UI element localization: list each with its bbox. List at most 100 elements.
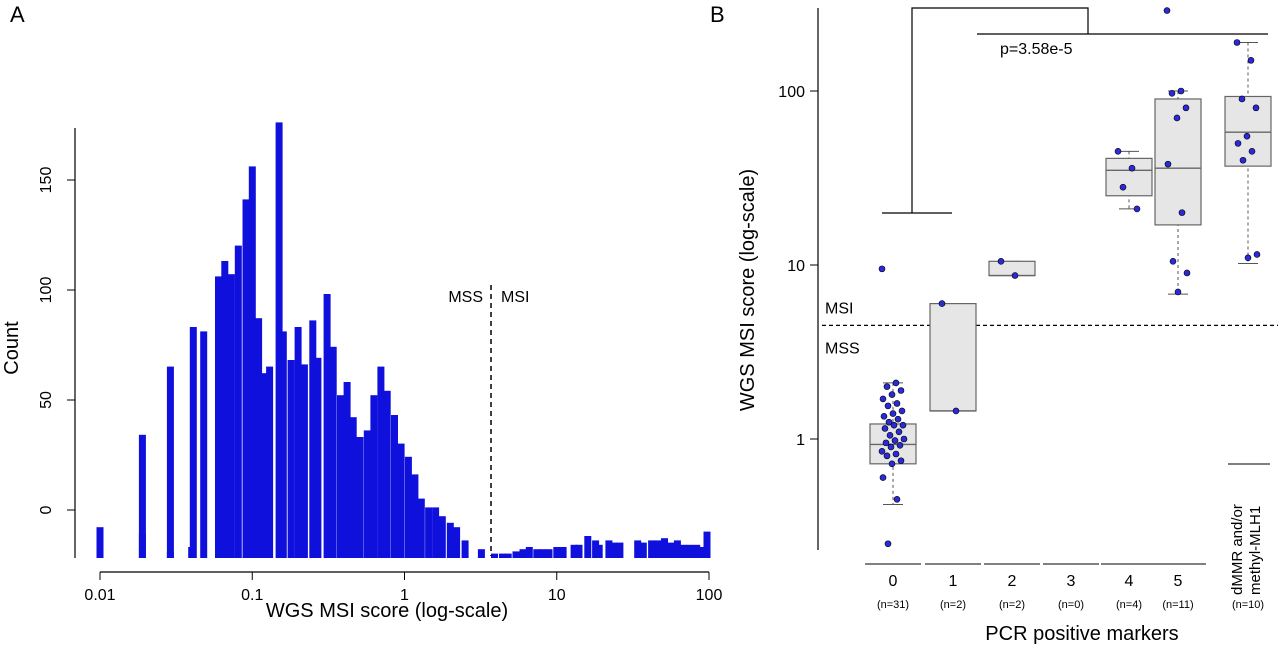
- histogram-bar: [343, 382, 351, 558]
- group-n-label: (n=4): [1116, 599, 1142, 611]
- data-point: [938, 300, 946, 307]
- box: [988, 260, 1036, 277]
- histogram-bar: [616, 542, 624, 558]
- histogram-bar: [391, 415, 398, 558]
- data-point: [1233, 39, 1241, 46]
- data-point: [1169, 258, 1177, 265]
- histogram-bar: [275, 122, 283, 559]
- data-point: [878, 447, 886, 455]
- mss-label-a: MSS: [448, 289, 483, 306]
- histogram-bar: [519, 549, 527, 558]
- histogram-bar: [404, 456, 412, 558]
- histogram-bar: [703, 531, 711, 558]
- histogram-bar: [309, 320, 317, 558]
- histogram-bar: [432, 507, 440, 558]
- data-point: [893, 400, 901, 407]
- data-point: [952, 407, 960, 415]
- histogram-bar: [438, 516, 446, 558]
- histogram-bar: [648, 540, 656, 558]
- data-point: [1178, 209, 1186, 216]
- group-n-label: (n=31): [877, 599, 909, 611]
- data-point: [880, 413, 888, 420]
- histogram-bar: [260, 373, 268, 558]
- histogram-bar: [234, 245, 242, 558]
- data-point: [1119, 183, 1127, 191]
- histogram-bar: [499, 553, 506, 558]
- group-n-label: (n=0): [1058, 599, 1084, 611]
- data-point: [1177, 87, 1185, 95]
- boxplot-y-tick-label: 1: [796, 432, 805, 449]
- data-point: [890, 421, 898, 429]
- boxplot-panel: 1 10 100 MSI MSS 0 (n=31) 1 (n=2) 2 (n=2) 3 (n=0)…: [737, 7, 1278, 645]
- group-n-label: (n=10): [1232, 599, 1264, 611]
- data-point: [1182, 104, 1190, 112]
- boxplot-y-tick-label: 10: [787, 258, 805, 275]
- panel-b-label: B: [710, 2, 725, 27]
- histogram-bar: [215, 276, 222, 558]
- histogram-y-tick-label: 0: [38, 505, 55, 514]
- data-point: [898, 407, 906, 415]
- histogram-bar: [370, 395, 378, 558]
- histogram-bar: [559, 547, 567, 558]
- histogram-bar: [221, 261, 229, 558]
- histogram-bar: [329, 346, 337, 558]
- data-point: [1248, 148, 1256, 155]
- data-point: [879, 474, 887, 481]
- data-point: [1247, 57, 1255, 64]
- data-point: [900, 435, 908, 443]
- histogram-bar: [667, 542, 675, 558]
- group-label: 3: [1067, 573, 1076, 590]
- mss-label-b: MSS: [825, 340, 860, 357]
- histogram-bar: [512, 551, 520, 558]
- data-point: [897, 457, 905, 465]
- msi-label-a: MSI: [501, 289, 529, 306]
- histogram-x-tick-label: 0.1: [241, 587, 263, 604]
- histogram-bar: [337, 395, 344, 558]
- data-point: [885, 418, 893, 426]
- group-label: 1: [949, 573, 958, 590]
- histogram-bar: [300, 364, 308, 558]
- histogram-bar: [592, 540, 600, 558]
- panel-a-label: A: [10, 2, 25, 27]
- boxplot-group: 2 (n=2): [984, 258, 1040, 611]
- histogram-y-tick-label: 100: [38, 277, 55, 304]
- box: [1105, 157, 1153, 197]
- histogram-bar: [383, 390, 391, 558]
- histogram-bar: [553, 547, 561, 558]
- histogram-bar: [673, 540, 681, 558]
- histogram-bar: [266, 366, 274, 558]
- data-point: [889, 410, 897, 417]
- data-point: [881, 425, 889, 432]
- group-label: methyl-MLH1: [1247, 506, 1264, 595]
- histogram-x-title: WGS MSI score (log-scale): [266, 600, 508, 622]
- histogram-bar: [377, 366, 385, 558]
- histogram-bar: [314, 357, 322, 558]
- data-point: [1238, 95, 1246, 103]
- histogram-bar: [611, 542, 619, 558]
- data-point: [1173, 114, 1181, 122]
- histogram-bar: [533, 549, 541, 558]
- histogram-bar: [279, 331, 287, 558]
- histogram-bar: [242, 199, 250, 558]
- histogram-bar: [680, 544, 687, 558]
- data-point: [1234, 140, 1242, 147]
- data-point: [892, 450, 900, 458]
- data-point: [899, 421, 907, 429]
- p-value-label: p=3.58e-5: [1000, 41, 1073, 58]
- histogram-y-tick-label: 150: [38, 167, 55, 194]
- histogram-x-tick-label: 10: [548, 587, 566, 604]
- box: [929, 303, 977, 412]
- histogram-bar: [539, 549, 547, 558]
- histogram-bar: [570, 544, 578, 558]
- boxplot-group: 5 (n=11): [1150, 7, 1206, 611]
- histogram-bar: [584, 536, 592, 558]
- data-point: [879, 395, 887, 403]
- histogram-bar: [96, 527, 104, 558]
- histogram-bar: [356, 437, 364, 558]
- data-point: [1133, 205, 1141, 213]
- group-label: 5: [1174, 573, 1183, 590]
- histogram-bar: [417, 498, 425, 558]
- histogram-bar: [686, 544, 694, 558]
- group-n-label: (n=2): [940, 599, 966, 611]
